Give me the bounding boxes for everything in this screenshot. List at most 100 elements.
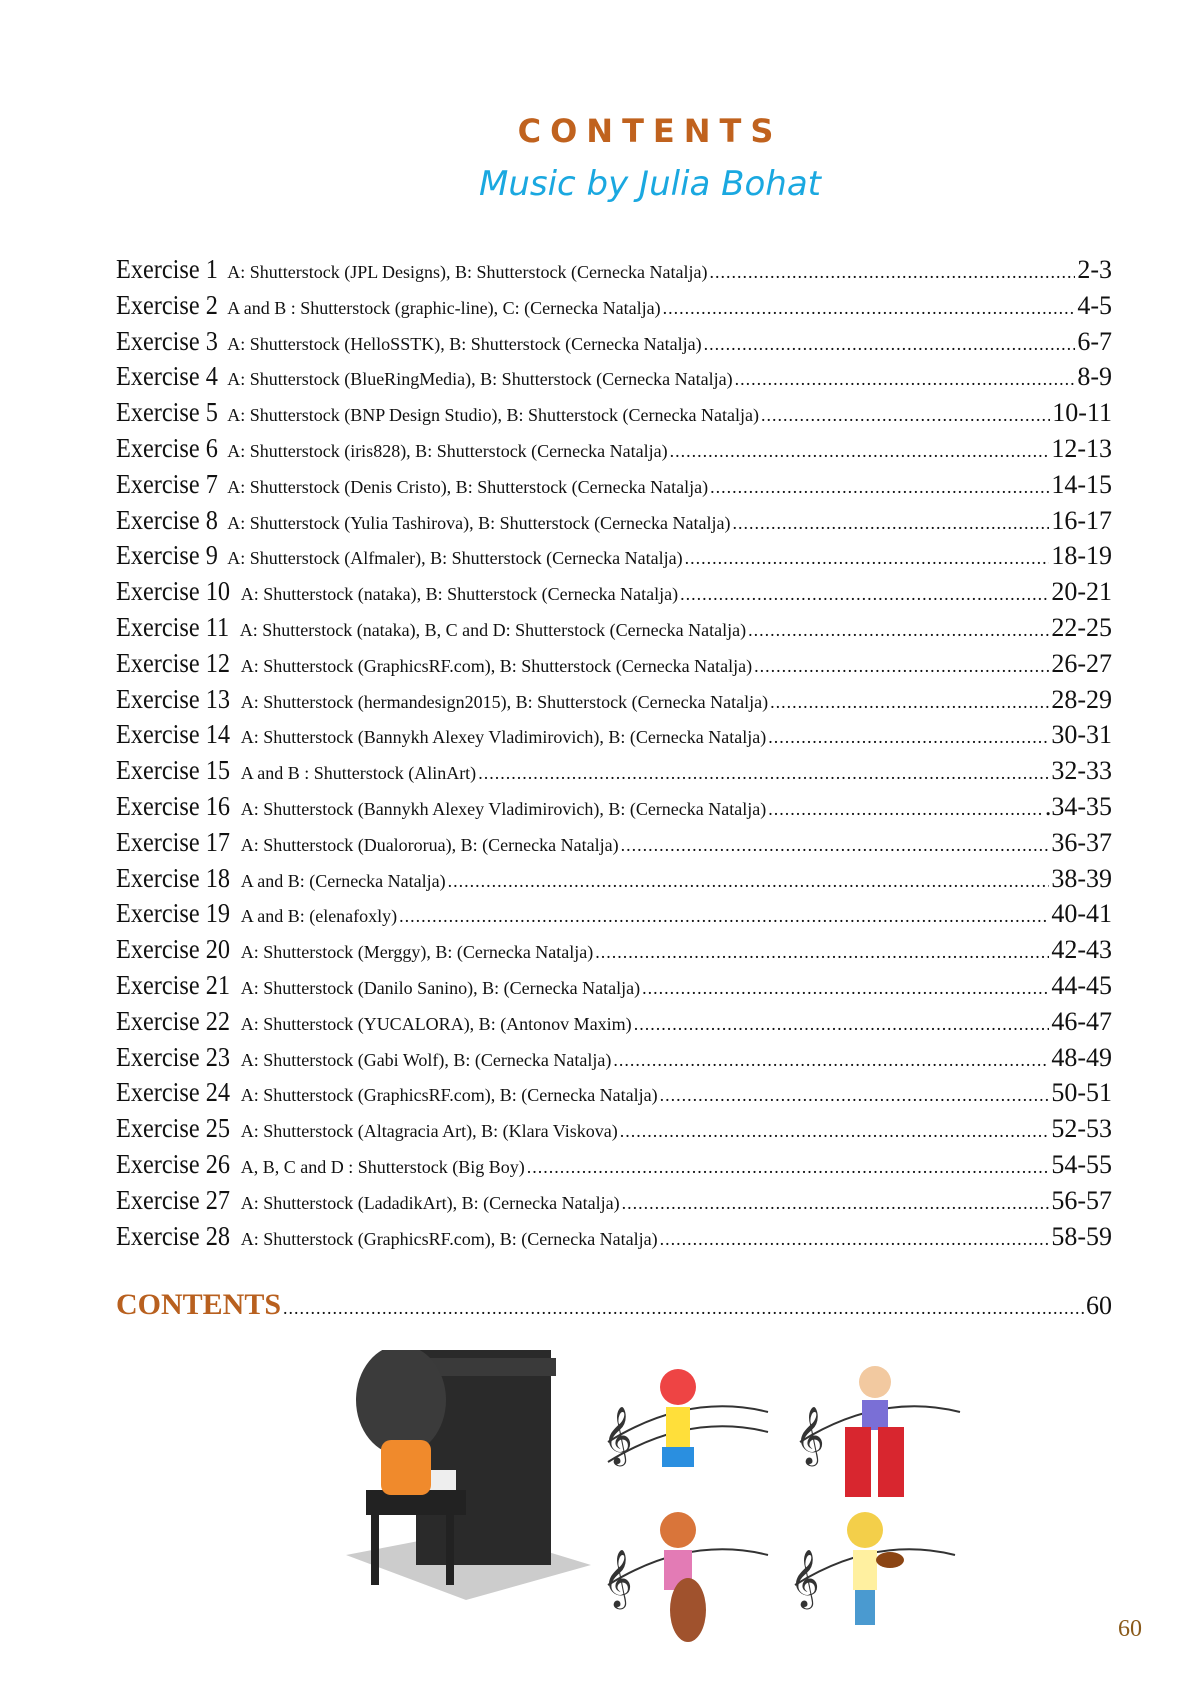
toc-page-range: .34-35 bbox=[1044, 791, 1112, 821]
girl-playing-cello-illustration: 𝄞 bbox=[603, 1512, 769, 1642]
toc-credit: A: Shutterstock (nataka), B: Shutterstoc… bbox=[240, 584, 679, 605]
toc-page-range: 38-39 bbox=[1051, 863, 1112, 893]
toc-row[interactable]: Exercise 23 A: Shutterstock (Gabi Wolf), … bbox=[116, 1042, 1112, 1078]
toc-credit: A: Shutterstock (nataka), B, C and D: Sh… bbox=[239, 619, 747, 640]
toc-row[interactable]: Exercise 20 A: Shutterstock (Merggy), B: … bbox=[116, 934, 1112, 970]
dot-leader bbox=[660, 1085, 1050, 1106]
toc-row[interactable]: Exercise 9 A: Shutterstock (Alfmaler), B:… bbox=[116, 540, 1112, 576]
toc-credit: A: Shutterstock (iris828), B: Shuttersto… bbox=[227, 440, 668, 461]
dot-leader bbox=[613, 1050, 1049, 1071]
toc-exercise-label: Exercise 24 bbox=[116, 1077, 231, 1108]
dot-leader bbox=[670, 441, 1050, 462]
svg-text:𝄞: 𝄞 bbox=[790, 1550, 820, 1610]
toc-page-range: 54-55 bbox=[1051, 1149, 1112, 1179]
toc-row[interactable]: Exercise 12 A: Shutterstock (GraphicsRF.c… bbox=[116, 648, 1112, 684]
dot-leader bbox=[770, 692, 1049, 713]
dot-leader bbox=[283, 1298, 1084, 1319]
page-subtitle: Music by Julia Bohat bbox=[478, 164, 821, 204]
toc-row[interactable]: Exercise 25 A: Shutterstock (Altagracia A… bbox=[116, 1113, 1112, 1149]
toc-row[interactable]: Exercise 1 A: Shutterstock (JPL Designs),… bbox=[116, 254, 1112, 290]
toc-row[interactable]: Exercise 5 A: Shutterstock (BNP Design St… bbox=[116, 397, 1112, 433]
toc-exercise-label: Exercise 27 bbox=[116, 1184, 231, 1215]
toc-page-range: 20-21 bbox=[1051, 577, 1112, 607]
toc-exercise-label: Exercise 13 bbox=[116, 683, 231, 714]
toc-row[interactable]: Exercise 15 A and B : Shutterstock (AlinA… bbox=[116, 755, 1112, 791]
toc-exercise-label: Exercise 15 bbox=[116, 755, 231, 786]
toc-exercise-label: Exercise 8 bbox=[116, 504, 218, 535]
toc-exercise-label: Exercise 21 bbox=[116, 969, 231, 1000]
toc-row[interactable]: Exercise 27 A: Shutterstock (LadadikArt),… bbox=[116, 1185, 1112, 1221]
toc-row[interactable]: Exercise 10 A: Shutterstock (nataka), B: … bbox=[116, 576, 1112, 612]
dot-leader bbox=[709, 262, 1075, 283]
dot-leader bbox=[663, 298, 1076, 319]
toc-credit: A: Shutterstock (Dualororua), B: (Cernec… bbox=[240, 834, 619, 855]
girl-playing-violin-illustration: 𝄞 bbox=[790, 1512, 956, 1625]
toc-row[interactable]: Exercise 22 A: Shutterstock (YUCALORA), B… bbox=[116, 1006, 1112, 1042]
toc-page-range: 28-29 bbox=[1051, 684, 1112, 714]
toc-exercise-label: Exercise 10 bbox=[116, 576, 231, 607]
toc-credit: A: Shutterstock (GraphicsRF.com), B: (Ce… bbox=[240, 1228, 658, 1249]
toc-contents-page: 60 bbox=[1086, 1291, 1112, 1320]
toc-row[interactable]: Exercise 13 A: Shutterstock (hermandesign… bbox=[116, 684, 1112, 720]
boy-playing-drums-illustration: 𝄞 bbox=[795, 1366, 961, 1497]
toc-exercise-label: Exercise 22 bbox=[116, 1005, 231, 1036]
toc-credit: A: Shutterstock (Gabi Wolf), B: (Cerneck… bbox=[240, 1049, 612, 1070]
toc-row[interactable]: Exercise 11 A: Shutterstock (nataka), B, … bbox=[116, 612, 1112, 648]
toc-credit: A: Shutterstock (hermandesign2015), B: S… bbox=[240, 691, 769, 712]
toc-row[interactable]: Exercise 19 A and B: (elenafoxly) 40-41 bbox=[116, 898, 1112, 934]
toc-page-range: 22-25 bbox=[1051, 612, 1112, 642]
toc-row[interactable]: Exercise 17 A: Shutterstock (Dualororua),… bbox=[116, 827, 1112, 863]
toc-row[interactable]: Exercise 18 A and B: (Cernecka Natalja) 38… bbox=[116, 863, 1112, 899]
toc-row[interactable]: Exercise 6 A: Shutterstock (iris828), B: … bbox=[116, 433, 1112, 469]
toc-row[interactable]: Exercise 21 A: Shutterstock (Danilo Sanin… bbox=[116, 970, 1112, 1006]
toc-page-range: 44-45 bbox=[1051, 970, 1112, 1000]
toc-page-range: 32-33 bbox=[1051, 756, 1112, 786]
toc-row[interactable]: Exercise 3 A: Shutterstock (HelloSSTK), B… bbox=[116, 326, 1112, 362]
toc-row[interactable]: Exercise 24 A: Shutterstock (GraphicsRF.c… bbox=[116, 1077, 1112, 1113]
toc-exercise-label: Exercise 7 bbox=[116, 468, 218, 499]
toc-row[interactable]: Exercise 2 A and B : Shutterstock (graphi… bbox=[116, 290, 1112, 326]
toc-credit: A: Shutterstock (GraphicsRF.com), B: Shu… bbox=[240, 655, 753, 676]
toc-exercise-label: Exercise 9 bbox=[116, 540, 218, 571]
dot-leader bbox=[660, 1229, 1050, 1250]
toc-page-range: 36-37 bbox=[1051, 827, 1112, 857]
dot-leader bbox=[754, 656, 1049, 677]
toc-exercise-label: Exercise 20 bbox=[116, 934, 231, 965]
dot-leader bbox=[680, 584, 1049, 605]
toc-credit: A: Shutterstock (Bannykh Alexey Vladimir… bbox=[240, 798, 767, 819]
toc-exercise-label: Exercise 16 bbox=[116, 790, 231, 821]
dot-leader bbox=[642, 978, 1049, 999]
toc-credit: A and B: (Cernecka Natalja) bbox=[240, 870, 446, 891]
toc-page-range: 16-17 bbox=[1051, 505, 1112, 535]
toc-row[interactable]: Exercise 16 A: Shutterstock (Bannykh Alex… bbox=[116, 791, 1112, 827]
toc-credit: A: Shutterstock (Bannykh Alexey Vladimir… bbox=[240, 727, 767, 748]
svg-text:𝄞: 𝄞 bbox=[603, 1550, 633, 1610]
toc-page-range: 12-13 bbox=[1051, 433, 1112, 463]
toc-exercise-label: Exercise 25 bbox=[116, 1113, 231, 1144]
toc-exercise-label: Exercise 18 bbox=[116, 862, 231, 893]
toc-row[interactable]: Exercise 26 A, B, C and D : Shutterstock … bbox=[116, 1149, 1112, 1185]
toc-credit: A and B : Shutterstock (graphic-line), C… bbox=[227, 297, 661, 318]
toc-credit: A: Shutterstock (LadadikArt), B: (Cernec… bbox=[240, 1192, 620, 1213]
toc-exercise-label: Exercise 23 bbox=[116, 1041, 231, 1072]
toc-row-contents[interactable]: CONTENTS 60 bbox=[116, 1288, 1112, 1322]
toc-credit: A: Shutterstock (Denis Cristo), B: Shutt… bbox=[227, 476, 709, 497]
toc-row[interactable]: Exercise 28 A: Shutterstock (GraphicsRF.c… bbox=[116, 1221, 1112, 1257]
toc-credit: A and B: (elenafoxly) bbox=[240, 906, 398, 927]
toc-credit: A: Shutterstock (BlueRingMedia), B: Shut… bbox=[227, 369, 733, 390]
toc-list: Exercise 1 A: Shutterstock (JPL Designs),… bbox=[116, 254, 1112, 1256]
toc-row[interactable]: Exercise 7 A: Shutterstock (Denis Cristo)… bbox=[116, 469, 1112, 505]
toc-row[interactable]: Exercise 4 A: Shutterstock (BlueRingMedia… bbox=[116, 361, 1112, 397]
toc-credit: A: Shutterstock (Yulia Tashirova), B: Sh… bbox=[227, 512, 731, 533]
toc-exercise-label: Exercise 4 bbox=[116, 361, 218, 392]
dot-leader bbox=[710, 477, 1049, 498]
toc-page-range: 50-51 bbox=[1051, 1078, 1112, 1108]
toc-exercise-label: Exercise 26 bbox=[116, 1148, 231, 1179]
dot-leader bbox=[732, 513, 1049, 534]
toc-page-range: 6-7 bbox=[1077, 326, 1112, 356]
toc-page-range: 40-41 bbox=[1051, 899, 1112, 929]
toc-row[interactable]: Exercise 8 A: Shutterstock (Yulia Tashiro… bbox=[116, 505, 1112, 541]
dot-leader bbox=[399, 906, 1049, 927]
dot-leader bbox=[768, 727, 1049, 748]
toc-row[interactable]: Exercise 14 A: Shutterstock (Bannykh Alex… bbox=[116, 719, 1112, 755]
